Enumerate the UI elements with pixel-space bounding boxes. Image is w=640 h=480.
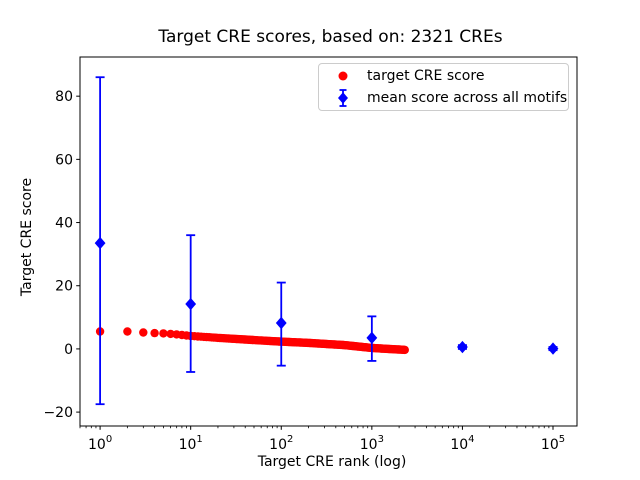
target-score-point xyxy=(166,329,175,339)
blue-diamond-icon xyxy=(338,92,348,104)
target-score-point xyxy=(150,328,159,338)
x-tick-label: 103 xyxy=(360,434,384,453)
legend: target CRE score mean score across all m… xyxy=(318,63,569,111)
y-tick-label: −20 xyxy=(43,405,73,421)
mean-score-diamond xyxy=(366,331,378,345)
axes-spines xyxy=(79,56,578,427)
mean-score-diamond xyxy=(185,297,197,311)
legend-label-mean-score: mean score across all motifs xyxy=(367,90,568,106)
target-score-point xyxy=(400,345,409,355)
target-score-point xyxy=(123,327,132,336)
legend-marker-red xyxy=(338,71,348,81)
y-axis-label: Target CRE score xyxy=(19,177,35,297)
mean-score-diamond xyxy=(457,340,468,354)
x-tick-label: 105 xyxy=(541,434,565,453)
chart-title: Target CRE scores, based on: 2321 CREs xyxy=(158,27,503,47)
y-tick-label: 20 xyxy=(55,279,73,295)
x-tick-label: 102 xyxy=(269,434,293,453)
mean-score-diamond xyxy=(547,342,559,355)
x-tick-label: 104 xyxy=(450,434,474,453)
red-dot-icon xyxy=(338,71,348,81)
y-tick-label: 0 xyxy=(64,342,73,358)
x-axis-label: Target CRE rank (log) xyxy=(257,454,407,470)
y-tick-label: 40 xyxy=(55,216,73,232)
legend-marker-blue xyxy=(338,89,348,107)
mean-score-diamond xyxy=(275,316,287,330)
plot-background xyxy=(80,57,577,426)
legend-item-mean-score: mean score across all motifs xyxy=(328,88,568,109)
target-score-point xyxy=(159,329,168,338)
legend-label-target-cre-score: target CRE score xyxy=(367,68,485,84)
target-score-point xyxy=(139,328,148,337)
y-tick-label: 80 xyxy=(55,89,73,105)
x-tick-label: 101 xyxy=(179,434,203,453)
mean-score-diamond xyxy=(94,236,106,250)
y-tick-label: 60 xyxy=(55,152,73,168)
legend-item-target-cre-score: target CRE score xyxy=(328,66,568,87)
x-tick-label: 100 xyxy=(88,434,112,453)
